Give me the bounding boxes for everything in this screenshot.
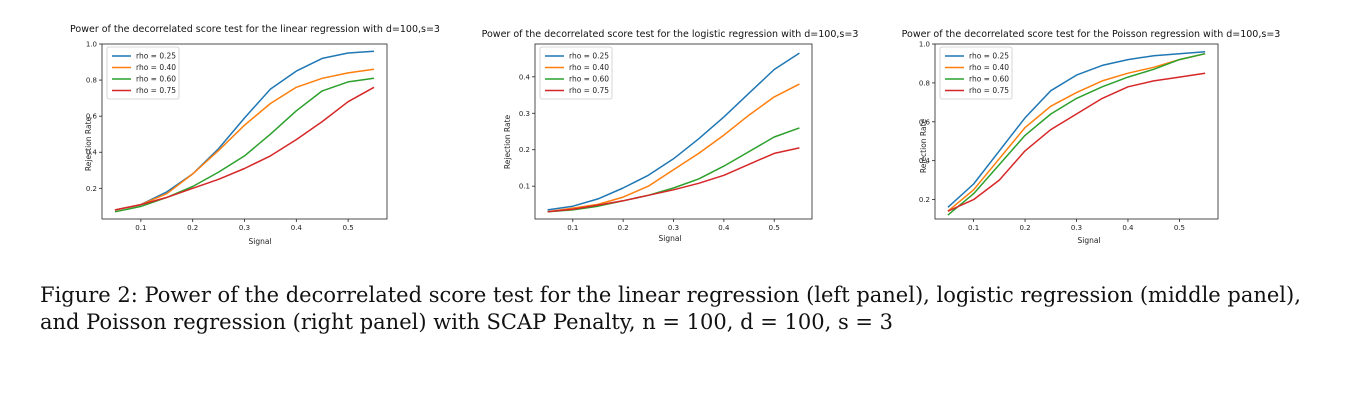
x-tick-label: 0.5 (343, 224, 354, 232)
y-tick-label: 0.3 (519, 110, 530, 118)
y-tick-label: 0.4 (86, 149, 98, 157)
chart-title: Power of the decorrelated score test for… (482, 29, 859, 40)
chart-panel-logistic: Power of the decorrelated score test for… (460, 22, 880, 252)
y-axis-label: Rejection Rate (84, 116, 93, 171)
legend-label: rho = 0.75 (136, 86, 176, 95)
chart-title: Power of the decorrelated score test for… (70, 24, 440, 35)
y-tick-label: 0.4 (519, 73, 531, 81)
x-tick-label: 0.4 (1122, 224, 1134, 232)
x-tick-label: 0.1 (135, 224, 146, 232)
x-tick-label: 0.2 (1019, 224, 1030, 232)
x-tick-label: 0.1 (567, 224, 578, 232)
legend-box (539, 46, 613, 100)
y-tick-label: 0.2 (919, 196, 930, 204)
y-tick-label: 0.2 (519, 146, 530, 154)
x-axis-label: Signal (1077, 236, 1100, 245)
chart-linear: Power of the decorrelated score test for… (70, 24, 440, 246)
legend-label: rho = 0.25 (136, 52, 176, 61)
legend-label: rho = 0.40 (569, 63, 609, 72)
y-tick-label: 0.6 (86, 113, 98, 121)
chart-poisson: Power of the decorrelated score test for… (902, 29, 1281, 245)
legend-label: rho = 0.75 (969, 86, 1009, 95)
x-tick-label: 0.1 (968, 224, 979, 232)
x-tick-label: 0.3 (1071, 224, 1082, 232)
x-axis-label: Signal (658, 234, 681, 243)
legend-label: rho = 0.40 (136, 63, 176, 72)
series-line (114, 86, 375, 211)
series-line (547, 147, 800, 213)
legend-label: rho = 0.60 (569, 75, 609, 84)
y-tick-label: 0.6 (919, 118, 931, 126)
legend-label: rho = 0.25 (969, 52, 1009, 61)
chart-panel-linear: Power of the decorrelated score test for… (40, 22, 450, 252)
series-line (547, 127, 800, 213)
legend-label: rho = 0.75 (569, 86, 609, 95)
chart-logistic: Power of the decorrelated score test for… (482, 29, 859, 243)
series-line (947, 51, 1206, 208)
y-tick-label: 1.0 (919, 41, 930, 49)
y-tick-label: 0.4 (919, 157, 931, 165)
series-line (947, 52, 1206, 212)
x-tick-label: 0.2 (187, 224, 198, 232)
series-line (947, 52, 1206, 216)
series-line (114, 68, 375, 211)
legend-label: rho = 0.60 (136, 75, 176, 84)
series-line (547, 52, 800, 211)
y-tick-label: 0.8 (86, 77, 97, 85)
x-axis-label: Signal (248, 237, 271, 246)
legend-label: rho = 0.60 (969, 75, 1009, 84)
x-tick-label: 0.5 (1174, 224, 1185, 232)
y-tick-label: 1.0 (86, 41, 97, 49)
legend-label: rho = 0.25 (569, 52, 609, 61)
figure-caption: Figure 2: Power of the decorrelated scor… (40, 283, 1301, 334)
y-tick-label: 0.8 (919, 79, 930, 87)
x-tick-label: 0.4 (718, 224, 730, 232)
series-line (547, 83, 800, 213)
chart-title: Power of the decorrelated score test for… (902, 29, 1281, 40)
chart-panel-poisson: Power of the decorrelated score test for… (875, 22, 1305, 252)
legend-box (939, 46, 1013, 100)
y-axis-label: Rejection Rate (503, 114, 512, 169)
y-tick-label: 0.1 (519, 183, 530, 191)
x-tick-label: 0.3 (239, 224, 250, 232)
x-tick-label: 0.4 (291, 224, 303, 232)
x-tick-label: 0.2 (618, 224, 629, 232)
legend-label: rho = 0.40 (969, 63, 1009, 72)
y-axis-label: Rejection Rate (919, 118, 928, 173)
legend-box (106, 46, 180, 100)
y-tick-label: 0.2 (86, 185, 97, 193)
x-tick-label: 0.5 (769, 224, 780, 232)
series-line (947, 72, 1206, 212)
x-tick-label: 0.3 (668, 224, 679, 232)
series-line (114, 50, 375, 211)
